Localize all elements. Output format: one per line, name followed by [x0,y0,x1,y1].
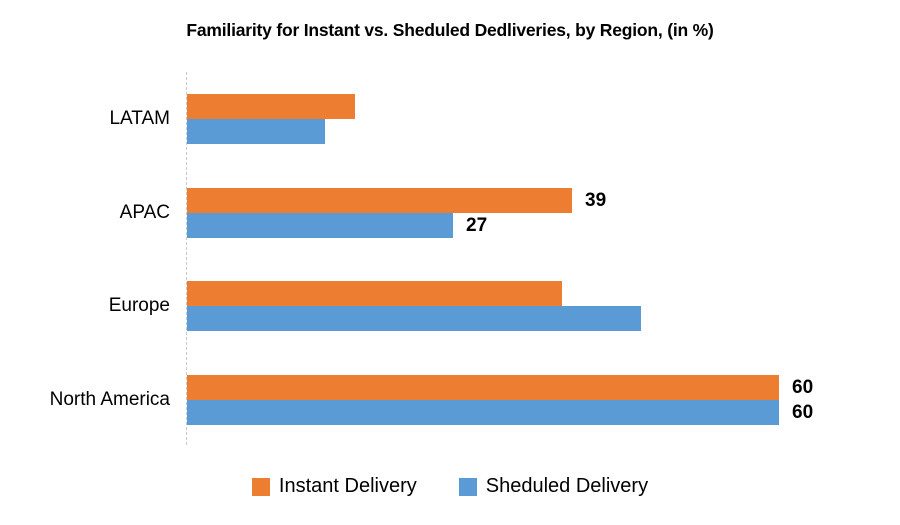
bar-instant-delivery-latam [187,94,355,119]
legend-swatch-instant-delivery [251,477,270,496]
data-label-instant-delivery-apac: 39 [585,190,607,211]
category-label-north-america: North America [49,389,170,410]
bar-instant-delivery-apac [187,188,572,213]
bar-sheduled-delivery-north-america [187,400,779,425]
legend-label-sheduled-delivery: Sheduled Delivery [485,475,649,497]
category-label-europe: Europe [108,295,170,316]
legend: Instant Delivery Sheduled Delivery [0,475,900,498]
bar-sheduled-delivery-europe [187,306,641,331]
data-label-instant-delivery-north-america: 60 [792,377,814,398]
data-label-sheduled-delivery-north-america: 60 [792,402,814,423]
legend-item-instant-delivery: Instant Delivery [251,475,417,498]
legend-swatch-sheduled-delivery [458,477,477,496]
legend-item-sheduled-delivery: Sheduled Delivery [458,475,649,498]
chart-title: Familiarity for Instant vs. Sheduled Ded… [186,20,714,40]
bar-instant-delivery-north-america [187,375,779,400]
data-label-sheduled-delivery-apac: 27 [466,215,488,236]
category-label-latam: LATAM [109,108,170,129]
y-axis-line [186,72,187,445]
category-label-apac: APAC [119,202,170,223]
bar-sheduled-delivery-latam [187,119,325,144]
legend-label-instant-delivery: Instant Delivery [278,475,417,497]
bar-instant-delivery-europe [187,281,562,306]
bar-sheduled-delivery-apac [187,213,453,238]
